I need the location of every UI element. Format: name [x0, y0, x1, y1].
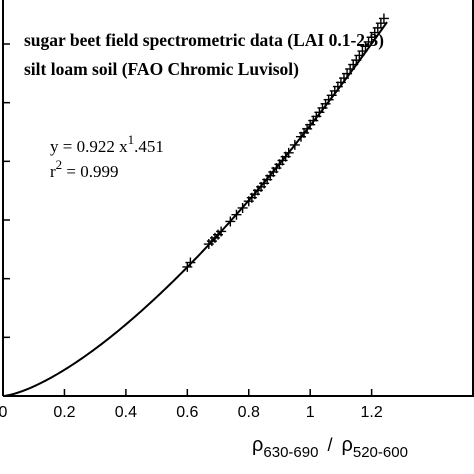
fit-equation: y = 0.922 x1.451 — [50, 132, 164, 156]
x-label-slash: / — [327, 435, 332, 455]
axes — [2, 0, 474, 397]
annotation-line2: silt loam soil (FAO Chromic Luvisol) — [24, 59, 299, 79]
x-tick-label: 0.4 — [115, 404, 137, 421]
data-point — [216, 226, 227, 237]
data-point — [283, 147, 294, 158]
r-squared-prefix: r — [50, 162, 56, 181]
x-label-sub2: 520-600 — [353, 444, 408, 461]
r-squared-suffix: = 0.999 — [62, 162, 118, 181]
x-tick-label: 1.2 — [361, 404, 383, 421]
x-axis-label: ρ630-690/ρ520-600 — [252, 434, 408, 461]
annotation-line1: sugar beet field spectrometric data (LAI… — [24, 30, 384, 50]
x-tick-label: 1 — [306, 404, 315, 421]
fit-equation-prefix: y = 0.922 x — [50, 137, 128, 156]
ticks: 0 0.2 0.4 0.6 0.8 1 1.2 — [0, 43, 383, 421]
r-squared: r2 = 0.999 — [50, 157, 119, 181]
data-point — [185, 257, 196, 268]
x-tick-label: 0.6 — [176, 404, 198, 421]
data-point — [289, 139, 300, 150]
fit-equation-exponent: 1 — [128, 132, 135, 147]
data-point — [378, 13, 389, 24]
data-point — [237, 202, 248, 213]
data-points — [182, 13, 389, 272]
x-label-rho2: ρ — [341, 434, 352, 456]
data-point — [225, 216, 236, 227]
fit-equation-suffix: .451 — [134, 137, 164, 156]
x-tick-label: 0.2 — [53, 404, 75, 421]
data-point — [231, 209, 242, 220]
x-label-rho1: ρ — [252, 434, 263, 456]
x-tick-label: 0.8 — [238, 404, 260, 421]
x-label-sub1: 630-690 — [263, 444, 318, 461]
r-squared-exponent: 2 — [56, 157, 63, 172]
x-tick-label: 0 — [0, 404, 8, 421]
